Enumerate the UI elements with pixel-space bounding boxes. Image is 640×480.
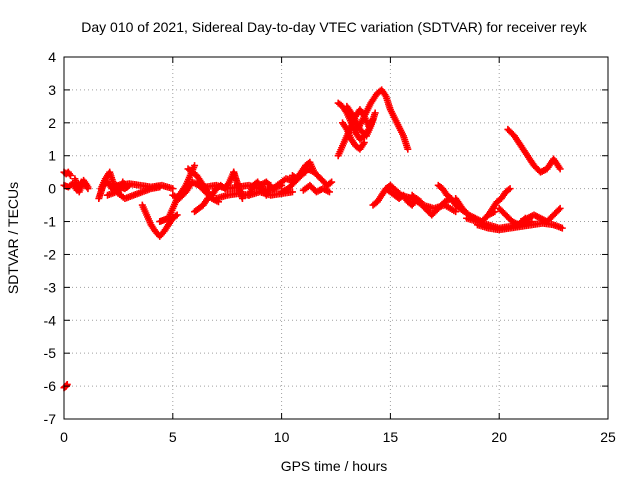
- data-point: [371, 109, 379, 117]
- x-tick-label: 25: [600, 429, 616, 445]
- y-tick-label: 3: [48, 82, 56, 98]
- data-point: [67, 171, 75, 179]
- y-tick-label: -7: [44, 411, 57, 427]
- series-i: [138, 201, 181, 240]
- x-tick-label: 10: [274, 429, 290, 445]
- series-t: [288, 158, 318, 183]
- y-tick-label: -5: [44, 345, 57, 361]
- y-tick-label: -1: [44, 214, 57, 230]
- data-point: [325, 188, 333, 196]
- y-tick-label: 2: [48, 115, 56, 131]
- series-u: [299, 181, 333, 196]
- data-point: [556, 165, 564, 173]
- series-p: [230, 168, 246, 203]
- data-point: [558, 224, 566, 232]
- data-point: [404, 145, 412, 153]
- series-y: [354, 86, 412, 153]
- series-d: [71, 175, 92, 196]
- plot-frame: [63, 56, 609, 420]
- y-tick-label: -2: [44, 246, 57, 262]
- data-point: [172, 212, 180, 220]
- chart-title: Day 010 of 2021, Sidereal Day-to-day VTE…: [81, 19, 587, 35]
- data-point: [360, 139, 368, 147]
- grid-layer: [64, 57, 608, 419]
- data-point: [506, 185, 514, 193]
- x-tick-label: 5: [169, 429, 177, 445]
- y-tick-label: -6: [44, 378, 57, 394]
- series-h: [114, 180, 177, 193]
- data-point: [191, 162, 199, 170]
- x-tick-label: 0: [60, 429, 68, 445]
- data-point: [521, 214, 529, 222]
- data-point: [173, 211, 181, 219]
- data-point: [84, 183, 92, 191]
- data-point: [322, 186, 330, 194]
- data-point: [556, 204, 564, 212]
- y-tick-label: -4: [44, 312, 57, 328]
- data-point: [328, 178, 336, 186]
- data-point: [540, 167, 548, 175]
- series-al: [495, 204, 529, 229]
- series-a: [60, 168, 75, 179]
- x-axis-label: GPS time / hours: [281, 458, 388, 474]
- data-point: [310, 168, 318, 176]
- data-point: [326, 179, 334, 187]
- data-point: [169, 185, 177, 193]
- series-aj: [504, 125, 564, 176]
- data-point: [63, 380, 71, 388]
- x-tick-label: 20: [491, 429, 507, 445]
- series-z: [343, 102, 379, 140]
- data-point: [316, 186, 324, 194]
- data-point: [555, 206, 563, 214]
- data-point: [238, 195, 246, 203]
- y-tick-label: 0: [48, 181, 56, 197]
- y-tick-label: 1: [48, 148, 56, 164]
- series-ad: [408, 191, 455, 219]
- data-point: [288, 188, 296, 196]
- data-point: [452, 208, 460, 216]
- x-tick-label: 15: [383, 429, 399, 445]
- y-tick-label: -3: [44, 279, 57, 295]
- data-point: [505, 186, 513, 194]
- y-axis-label: SDTVAR / TECUs: [5, 182, 21, 294]
- data-point: [520, 216, 528, 224]
- data-layer: [60, 86, 566, 392]
- series-ah: [484, 185, 514, 219]
- series-x: [339, 119, 368, 153]
- y-tick-label: 4: [48, 49, 56, 65]
